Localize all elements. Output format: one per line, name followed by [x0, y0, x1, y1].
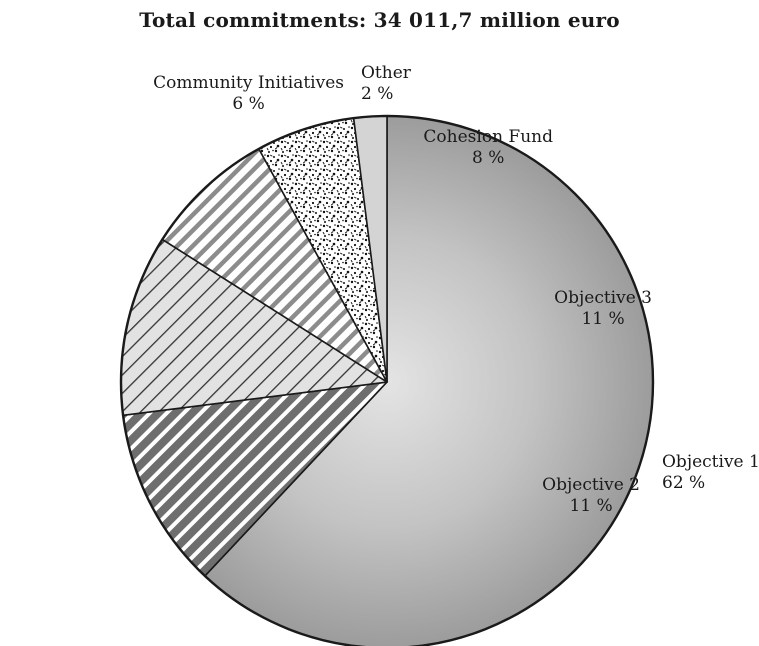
- slice-name: Cohesion Fund: [423, 127, 553, 147]
- slice-value: 2 %: [361, 84, 394, 104]
- slice-name: Objective 3: [554, 288, 652, 308]
- slice-value: 11 %: [581, 309, 625, 329]
- slice-name: Objective 1: [662, 452, 759, 472]
- pie-slices: [119, 114, 655, 646]
- slice-value: 11 %: [569, 496, 613, 516]
- slice-label-objective-3: Objective 3 11 %: [554, 288, 652, 330]
- slice-value: 6 %: [232, 94, 265, 114]
- slice-label-objective-2: Objective 2 11 %: [542, 475, 640, 517]
- slice-value: 62 %: [662, 473, 706, 493]
- slice-label-objective-1: Objective 1 62 %: [662, 452, 759, 494]
- pie-outline: [119, 114, 655, 646]
- slice-name: Objective 2: [542, 475, 640, 495]
- slice-label-community-initiatives: Community Initiatives 6 %: [153, 73, 344, 115]
- slice-label-other: Other 2 %: [361, 63, 411, 105]
- chart-title: Total commitments: 34 011,7 million euro: [139, 8, 620, 32]
- slice-name: Other: [361, 63, 411, 83]
- slice-value: 8 %: [472, 148, 505, 168]
- slice-name: Community Initiatives: [153, 73, 344, 93]
- slice-label-cohesion-fund: Cohesion Fund 8 %: [423, 127, 553, 169]
